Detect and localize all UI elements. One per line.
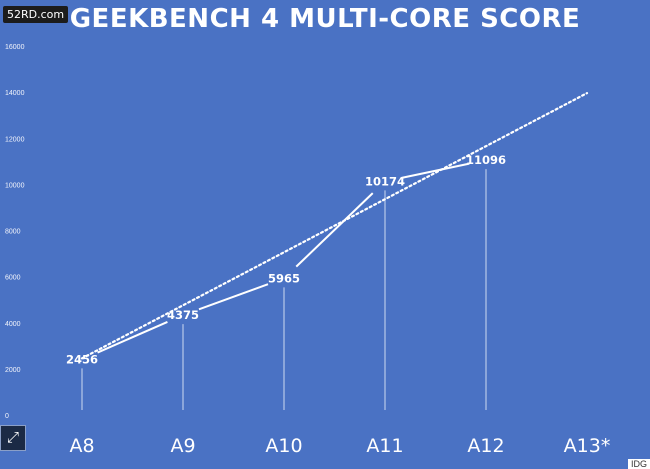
data-label: 2456 xyxy=(66,352,98,366)
y-tick-label: 14000 xyxy=(5,90,25,97)
data-label: 5965 xyxy=(268,271,300,285)
drop-lines xyxy=(81,169,487,410)
trendline-group xyxy=(80,92,589,360)
y-tick-label: 16000 xyxy=(5,44,25,51)
y-tick-label: 8000 xyxy=(5,229,21,236)
data-label: 10174 xyxy=(365,174,405,188)
expand-icon[interactable]: ⤢ xyxy=(0,425,26,451)
series-line-segment xyxy=(198,283,269,311)
series-line-segment xyxy=(295,192,374,268)
y-tick-label: 0 xyxy=(5,413,9,420)
y-tick-label: 4000 xyxy=(5,321,21,328)
x-category-label: A11 xyxy=(366,435,403,457)
data-labels: 2456 4375 5965 10174 11096 xyxy=(66,153,506,366)
chart-title: GEEKBENCH 4 MULTI-CORE SCORE xyxy=(69,4,581,34)
x-category-label: A10 xyxy=(265,435,302,457)
data-label: 11096 xyxy=(466,153,506,167)
x-axis-categories: A8 A9 A10 A11 A12 A13* xyxy=(69,435,610,457)
y-axis-ticks: 0 2000 4000 6000 8000 10000 12000 14000 16000 xyxy=(5,44,25,420)
series-line-segment xyxy=(401,162,470,179)
x-category-label: A12 xyxy=(467,435,504,457)
y-tick-label: 10000 xyxy=(5,182,25,189)
y-tick-label: 12000 xyxy=(5,136,25,143)
y-tick-label: 2000 xyxy=(5,367,21,374)
x-category-label: A8 xyxy=(69,435,94,457)
series-group xyxy=(97,162,470,354)
series-line-segment xyxy=(97,321,168,354)
credit-label: IDG xyxy=(627,459,650,469)
data-label: 4375 xyxy=(167,308,199,322)
watermark: 52RD.com xyxy=(3,6,69,23)
x-category-label: A9 xyxy=(170,435,195,457)
y-tick-label: 6000 xyxy=(5,275,21,282)
trendline xyxy=(80,92,589,360)
x-category-label: A13* xyxy=(564,435,611,457)
